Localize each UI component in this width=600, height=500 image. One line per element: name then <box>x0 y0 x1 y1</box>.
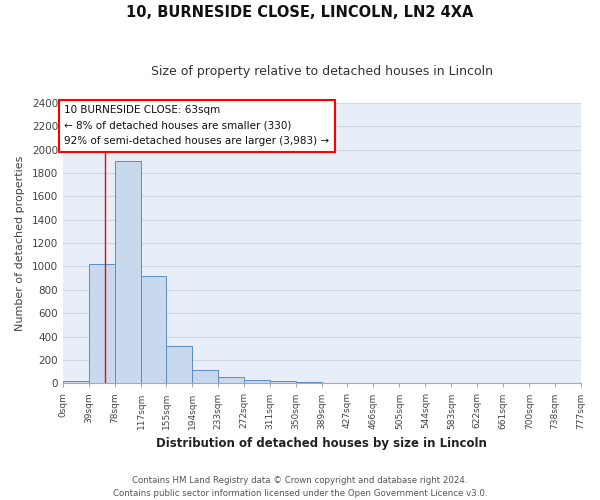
Bar <box>115 161 141 384</box>
Bar <box>296 382 322 384</box>
Bar <box>166 346 192 384</box>
X-axis label: Distribution of detached houses by size in Lincoln: Distribution of detached houses by size … <box>157 437 487 450</box>
Bar <box>218 378 244 384</box>
Bar <box>89 264 115 384</box>
Title: Size of property relative to detached houses in Lincoln: Size of property relative to detached ho… <box>151 65 493 78</box>
Bar <box>244 380 270 384</box>
Bar <box>63 381 89 384</box>
Bar <box>141 276 166 384</box>
Y-axis label: Number of detached properties: Number of detached properties <box>15 156 25 330</box>
Text: 10 BURNESIDE CLOSE: 63sqm
← 8% of detached houses are smaller (330)
92% of semi-: 10 BURNESIDE CLOSE: 63sqm ← 8% of detach… <box>64 105 329 146</box>
Bar <box>270 381 296 384</box>
Text: Contains HM Land Registry data © Crown copyright and database right 2024.
Contai: Contains HM Land Registry data © Crown c… <box>113 476 487 498</box>
Text: 10, BURNESIDE CLOSE, LINCOLN, LN2 4XA: 10, BURNESIDE CLOSE, LINCOLN, LN2 4XA <box>127 5 473 20</box>
Bar <box>192 370 218 384</box>
